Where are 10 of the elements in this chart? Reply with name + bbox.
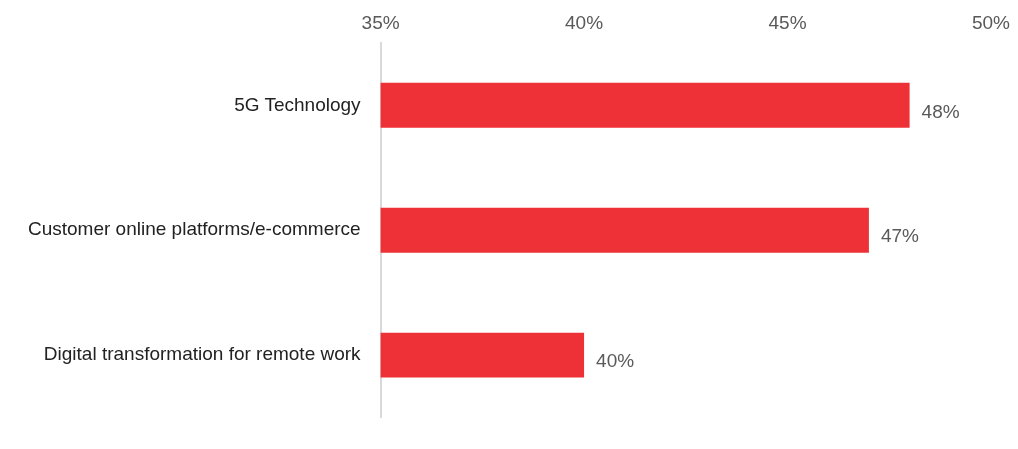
data-label: 40% xyxy=(596,350,635,372)
x-tick-label: 45% xyxy=(768,11,807,33)
data-label: 47% xyxy=(880,225,920,247)
y-tick-label: Customer online platforms/e-commerce xyxy=(27,218,361,240)
y-tick-label: Digital transformation for remote work xyxy=(43,343,362,365)
x-tick-label: 50% xyxy=(971,11,1011,33)
data-label: 48% xyxy=(921,100,960,122)
y-tick-label: 5G Technology xyxy=(234,93,362,115)
x-tick-label: 35% xyxy=(361,11,400,33)
x-tick-label: 40% xyxy=(565,11,604,33)
